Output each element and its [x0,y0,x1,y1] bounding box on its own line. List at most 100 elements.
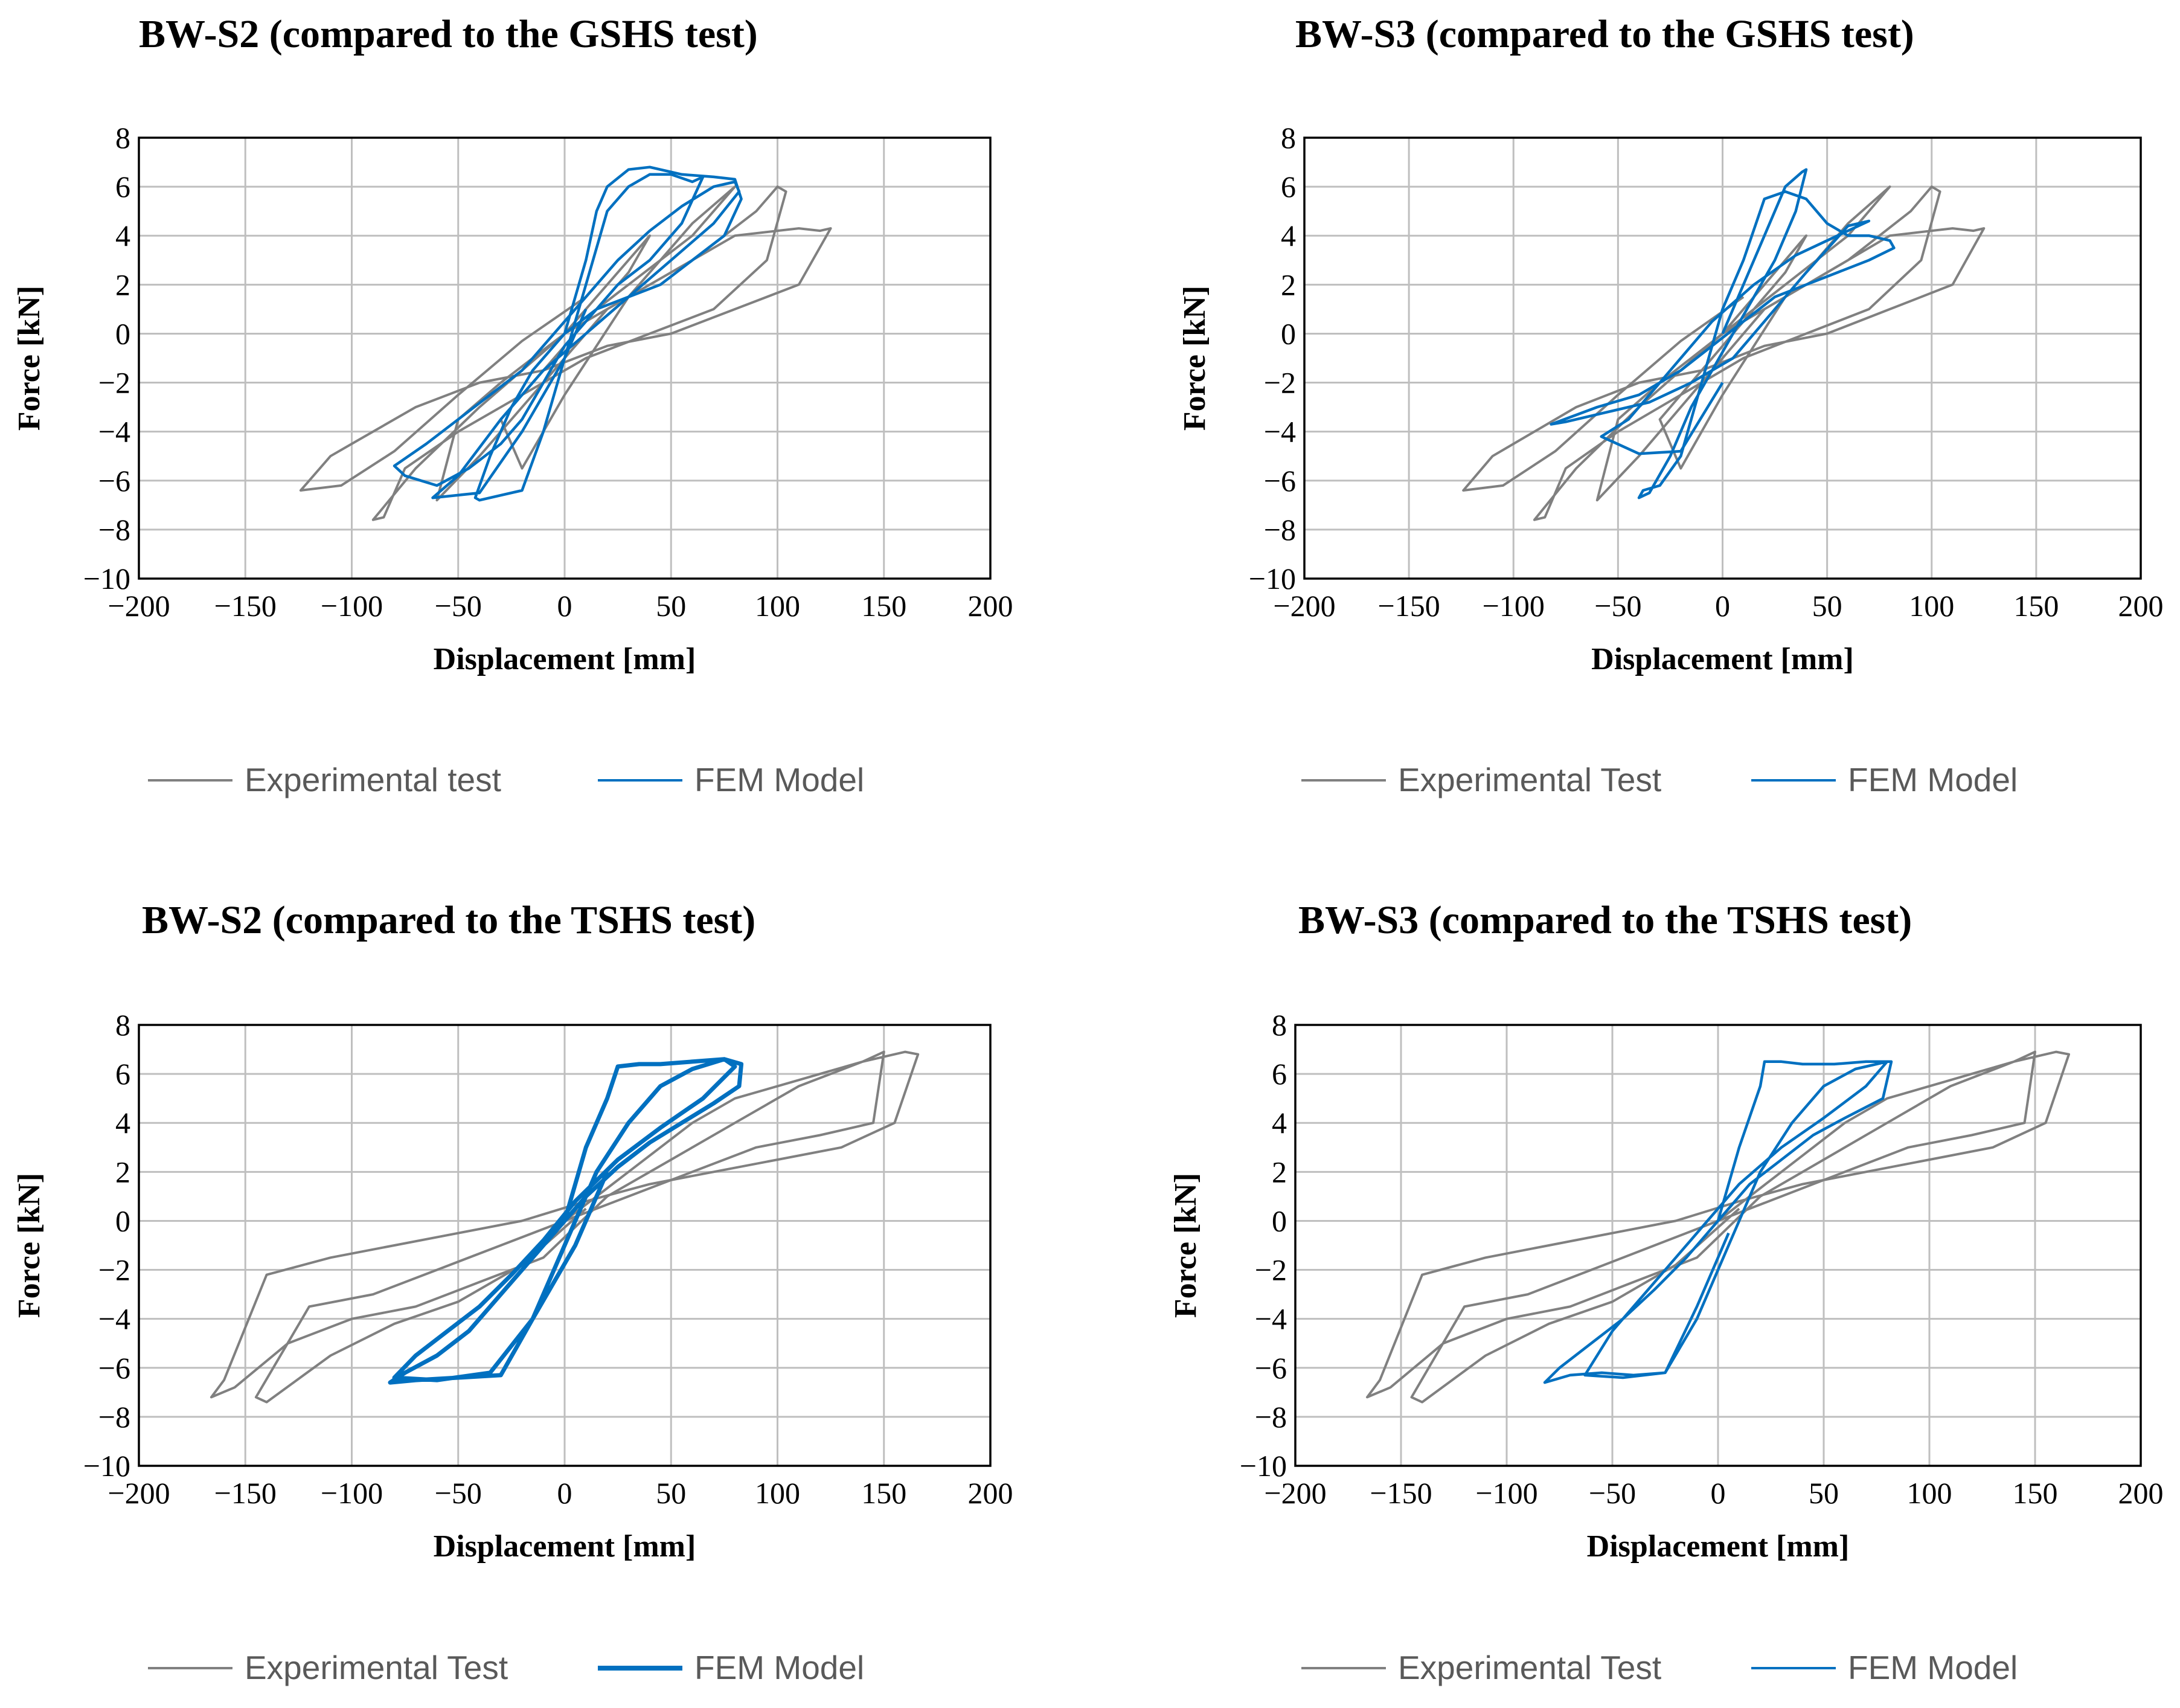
x-tick-label: −150 [1370,1476,1432,1510]
x-tick-label: 50 [1812,589,1842,623]
x-tick-label: −150 [214,1476,277,1510]
x-tick-label: −50 [435,1476,482,1510]
y-tick-label: −2 [1255,1253,1287,1287]
chart-title: BW-S3 (compared to the TSHS test) [1298,898,1912,942]
series-group [1366,1050,2070,1404]
x-tick-label: 0 [557,1476,572,1510]
x-tick-label: −200 [107,589,170,623]
x-tick-label: −200 [107,1476,170,1510]
x-tick-label: 200 [968,589,1013,623]
x-tick-label: 200 [968,1476,1013,1510]
series-group [299,165,832,521]
x-axis-label: Displacement [mm] [434,642,696,676]
y-tick-label: 4 [115,1106,130,1140]
x-tick-label: 150 [861,589,906,623]
x-tick-label: −100 [321,1476,383,1510]
y-tick-label: −8 [1255,1400,1287,1434]
y-tick-label: 2 [115,268,130,301]
y-tick-label: 6 [1281,170,1296,204]
x-tick-label: −100 [1483,589,1545,623]
x-tick-label: 100 [755,589,800,623]
y-tick-label: −6 [1255,1351,1287,1385]
y-tick-label: 8 [115,1008,130,1042]
y-tick-label: 0 [1281,316,1296,350]
plot-frame [138,136,992,580]
x-axis-label: Displacement [mm] [1591,642,1854,676]
legend: Experimental Test FEM Model [148,1649,864,1686]
y-tick-label: −8 [98,1400,130,1434]
x-tick-label: 200 [2118,589,2164,623]
x-tick-label: −100 [321,589,383,623]
fem-model-series [393,165,743,502]
y-tick-label: −10 [83,1449,130,1483]
plot-frame [1303,136,2142,580]
x-tick-label: −100 [1475,1476,1537,1510]
y-tick-label: −4 [98,415,130,449]
y-axis-label: Force [kN] [12,1173,46,1318]
chart-panel-2: BW-S3 (compared to the GSHS test) −200 −15… [1178,12,2164,798]
y-tick-label: 4 [115,219,130,252]
chart-panel-3: BW-S2 (compared to the TSHS test)−200 −15… [12,898,1013,1686]
x-tick-label: 100 [1909,589,1954,623]
y-axis-label: Force [kN] [12,286,46,431]
y-axis-label: Force [kN] [1169,1173,1203,1318]
y-tick-label: −6 [98,464,130,498]
y-tick-label: 0 [115,1204,130,1238]
x-tick-label: 200 [2118,1476,2164,1510]
y-tick-label: −10 [1249,562,1296,596]
plot-frame [138,1024,992,1467]
y-tick-label: −2 [1264,366,1296,400]
y-tick-label: 2 [1281,268,1296,301]
legend-label-experimental: Experimental test [245,761,501,798]
y-tick-label: 8 [115,121,130,155]
series-group [1462,168,1986,521]
x-tick-label: −50 [435,589,482,623]
legend-label-experimental: Experimental Test [245,1649,508,1686]
y-tick-label: −8 [98,513,130,547]
chart-panel-1: BW-S2 (compared to the GSHS test) −200 −15… [12,12,1013,798]
x-axis-label: Displacement [mm] [434,1529,696,1564]
legend: Experimental test FEM Model [148,761,864,798]
x-tick-label: 150 [2013,589,2059,623]
y-tick-label: 0 [115,316,130,350]
y-axis-label: Force [kN] [1178,286,1212,431]
y-tick-label: 0 [1272,1204,1287,1238]
x-axis-label: Displacement [mm] [1587,1529,1850,1564]
x-tick-label: −150 [214,589,277,623]
x-tick-label: 0 [557,589,572,623]
fem-model-series [1550,168,1896,499]
x-tick-label: 100 [755,1476,800,1510]
fem-model-series [1543,1060,1893,1384]
experimental-series [1462,185,1986,521]
y-tick-label: −4 [1255,1302,1287,1336]
y-tick-label: −2 [98,1253,130,1287]
legend-label-fem: FEM Model [1848,761,2018,798]
gridlines [139,138,990,579]
legend-label-fem: FEM Model [694,1649,864,1686]
x-tick-label: −150 [1378,589,1440,623]
x-tick-label: −50 [1589,1476,1636,1510]
y-tick-label: −4 [1264,415,1296,449]
y-tick-label: −10 [83,562,130,596]
y-tick-label: 8 [1272,1008,1287,1042]
experimental-series [210,1050,920,1404]
y-tick-label: 6 [1272,1057,1287,1091]
chart-title: BW-S3 (compared to the GSHS test) [1295,12,1914,56]
x-tick-label: 0 [1711,1476,1726,1510]
legend: Experimental Test FEM Model [1301,761,2018,798]
y-tick-label: 4 [1281,219,1296,252]
y-tick-label: 8 [1281,121,1296,155]
chart-title: BW-S2 (compared to the TSHS test) [142,898,755,942]
y-tick-label: 4 [1272,1106,1287,1140]
y-tick-label: 2 [115,1155,130,1189]
x-tick-label: 150 [861,1476,906,1510]
x-tick-label: 50 [656,1476,686,1510]
y-tick-label: −10 [1240,1449,1287,1483]
legend: Experimental Test FEM Model [1301,1649,2018,1686]
experimental-series [1366,1050,2070,1404]
chart-title: BW-S2 (compared to the GSHS test) [139,12,758,56]
y-tick-label: 6 [115,1057,130,1091]
chart-panel-4: BW-S3 (compared to the TSHS test) −2 0 0 −15… [1169,898,2164,1686]
x-tick-label: −200 [1273,589,1335,623]
